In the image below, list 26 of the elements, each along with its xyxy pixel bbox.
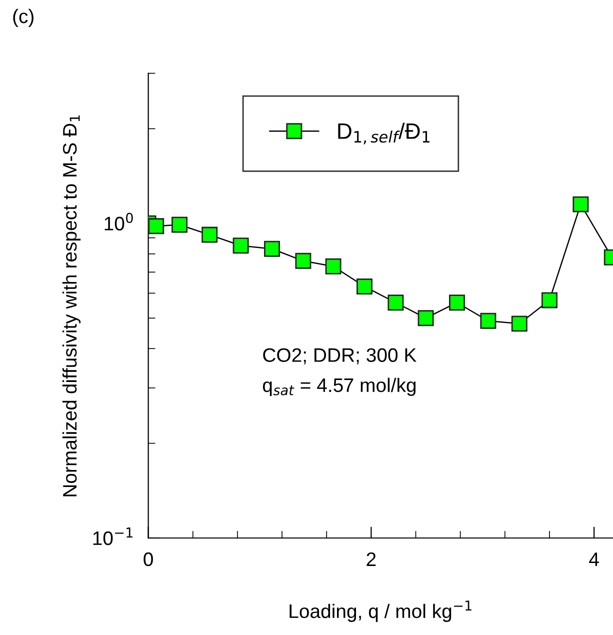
- y-tick-label: 10$^{−1}$: [93, 528, 132, 546]
- x-tick-label: 4: [589, 552, 599, 566]
- chart-title: (c): [13, 8, 34, 28]
- point: [232, 238, 249, 254]
- point: [325, 258, 342, 274]
- point: [572, 196, 589, 212]
- annotation: q$_{sat}$ = 4.57 mol/kg: [262, 378, 416, 396]
- x-tick-label: 2: [366, 552, 376, 566]
- point: [480, 312, 496, 329]
- point: [449, 294, 465, 311]
- point: [541, 292, 558, 308]
- point: [388, 294, 404, 311]
- legend-label: D$_{1,self}$/Đ$_{1}$: [338, 122, 430, 144]
- point: [148, 218, 164, 234]
- annotation: CO2; DDR; 300 K: [263, 348, 416, 364]
- point: [418, 310, 434, 326]
- y-tick-label: 10$^{0}$: [104, 212, 133, 230]
- point: [264, 240, 280, 257]
- x-tick-label: 0: [144, 552, 153, 566]
- point: [295, 252, 312, 269]
- point: [511, 316, 528, 332]
- point: [172, 216, 188, 233]
- point: [356, 278, 372, 295]
- y-axis-title: Normalized diffusivity with respect to M-S Đ$_{1}$: [62, 115, 81, 496]
- x-axis-title: Loading, q / mol kg$^{−1}$: [290, 600, 472, 622]
- point: [202, 226, 218, 243]
